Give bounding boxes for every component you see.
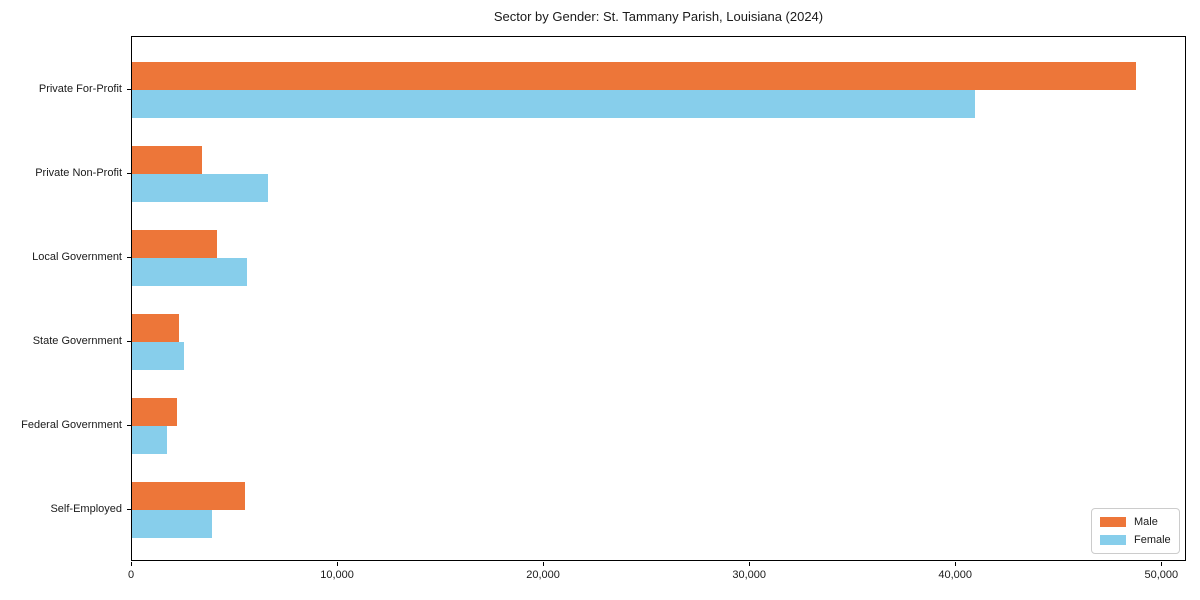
x-tick-mark [749,562,751,566]
legend-label-male: Male [1134,516,1158,528]
legend-item-female: Female [1100,533,1171,547]
female-swatch [1100,535,1126,545]
x-tick-label: 50,000 [1144,569,1179,581]
x-tick-mark [131,562,132,566]
y-tick-label: Private Non-Profit [35,167,122,179]
y-tick-mark [127,257,131,258]
bar-female-4 [132,426,167,454]
bar-male-3 [132,314,180,342]
bar-male-5 [132,482,246,510]
x-tick-label: 20,000 [526,569,560,581]
y-tick-label: State Government [32,335,122,347]
legend-label-female: Female [1134,534,1171,546]
y-tick-mark [127,509,131,510]
chart-title: Sector by Gender: St. Tammany Parish, Lo… [493,9,824,24]
x-tick-label: 0 [127,569,135,581]
y-tick-label: Self-Employed [50,503,122,515]
bar-female-0 [132,90,975,118]
y-tick-label: Local Government [32,251,122,263]
bar-female-3 [132,342,184,370]
x-tick-mark [955,562,957,566]
x-tick-mark [543,562,545,566]
y-tick-mark [127,425,131,426]
y-tick-label: Federal Government [21,419,122,431]
y-tick-label: Private For-Profit [38,83,122,95]
legend-item-male: Male [1100,515,1171,529]
legend: Male Female [1091,508,1180,554]
x-tick-label: 40,000 [938,569,973,581]
plot-area [131,36,1186,561]
male-swatch [1100,517,1126,527]
bar-male-0 [132,62,1136,90]
y-tick-mark [127,173,131,174]
bar-female-2 [132,258,248,286]
bar-male-4 [132,398,178,426]
bar-male-1 [132,146,203,174]
bar-male-2 [132,230,217,258]
x-tick-mark [337,562,339,566]
x-tick-label: 10,000 [320,569,354,581]
bar-female-5 [132,510,213,538]
y-tick-mark [127,341,131,342]
bar-female-1 [132,174,268,202]
x-tick-label: 30,000 [732,569,767,581]
y-tick-mark [127,89,131,90]
x-tick-mark [1161,562,1163,566]
